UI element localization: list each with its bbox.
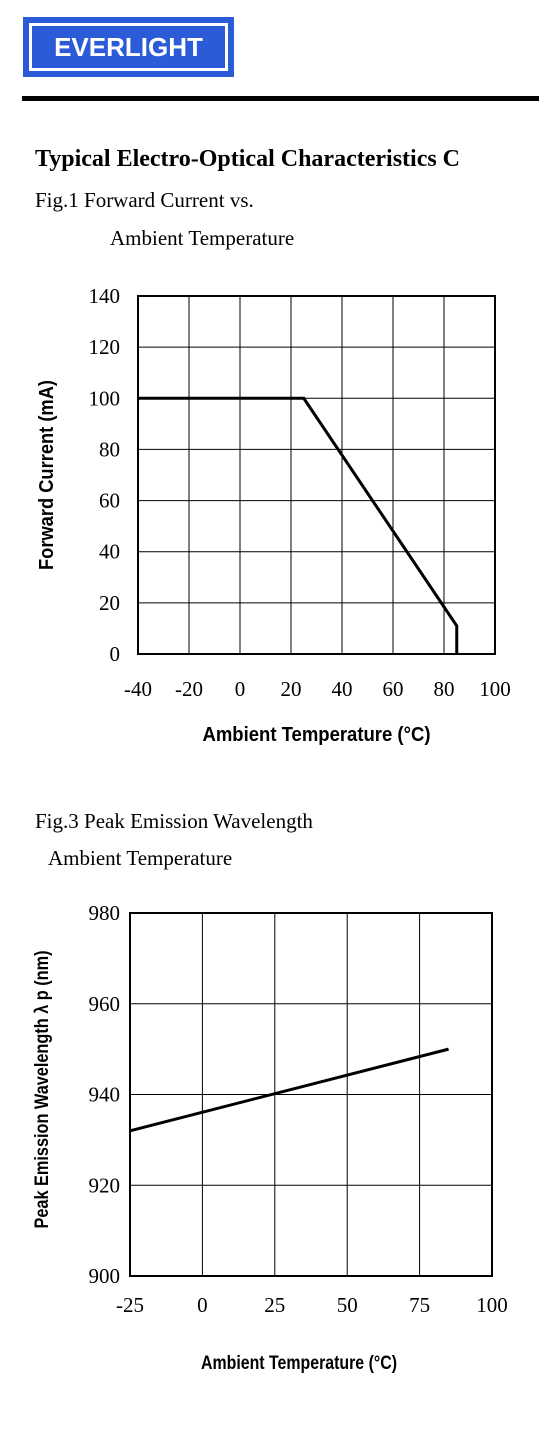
x-axis-title: Ambient Temperature (°C) [203,724,431,746]
y-tick-label: 960 [89,992,121,1016]
x-tick-label: -40 [124,677,152,701]
x-tick-label: 0 [235,677,246,701]
x-tick-label: 80 [434,677,455,701]
x-tick-label: 60 [383,677,404,701]
x-tick-label: 20 [281,677,302,701]
fig3-caption-line1: Fig.3 Peak Emission Wavelength [35,809,313,833]
y-axis-title: Forward Current (mA) [36,380,58,570]
fig1-caption-line2: Ambient Temperature [110,226,295,250]
x-tick-label: 100 [479,677,511,701]
plot-frame [137,295,496,655]
x-tick-label: 50 [337,1293,358,1317]
series-line [138,396,459,654]
fig3-caption-line2: Ambient Temperature [48,846,233,870]
x-tick-label: 25 [264,1293,285,1317]
y-tick-label: 940 [89,1083,121,1107]
y-axis-title: Peak Emission Wavelength λ p (nm) [32,951,53,1229]
x-tick-label: 40 [332,677,353,701]
fig1-caption-line1: Fig.1 Forward Current vs. [35,188,254,212]
series-line [129,1047,449,1133]
x-axis-title: Ambient Temperature (°C) [201,1353,397,1374]
x-tick-label: -25 [116,1293,144,1317]
y-tick-label: 40 [99,540,120,564]
section-title: Typical Electro-Optical Characteristics … [35,146,461,172]
x-tick-label: -20 [175,677,203,701]
logo-wordmark: EVERLIGHT [29,23,228,71]
y-tick-label: 80 [99,437,120,461]
header-rule [22,96,539,101]
y-tick-label: 140 [89,284,121,308]
x-tick-label: 0 [197,1293,208,1317]
plot-frame [129,912,493,1277]
y-tick-label: 0 [110,642,121,666]
y-tick-label: 900 [89,1264,121,1288]
everlight-logo: EVERLIGHT [23,17,234,77]
y-tick-label: 60 [99,489,120,513]
y-tick-label: 920 [89,1173,121,1197]
y-tick-label: 120 [89,335,121,359]
y-tick-label: 20 [99,591,120,615]
peak-wavelength-chart: -25 0 25 50 75 100 900 920 940 960 980 Ambient Temp… [32,901,508,1374]
x-tick-label: 75 [409,1293,430,1317]
y-tick-label: 980 [89,901,121,925]
forward-current-chart: -40 -20 0 20 40 60 80 100 0 20 40 60 80 100 120 140 Ambi… [36,284,511,746]
x-tick-label: 100 [476,1293,508,1317]
y-tick-label: 100 [89,386,121,410]
